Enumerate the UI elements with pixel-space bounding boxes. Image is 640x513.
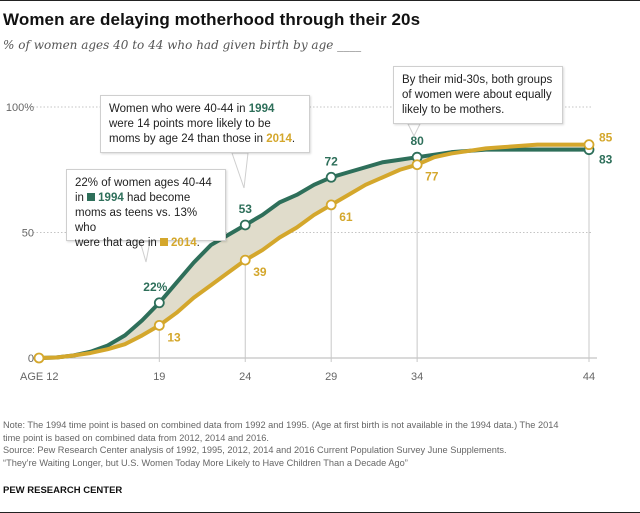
x-tick-label: 19 (153, 371, 165, 383)
callout-teens-line2: in 1994 had become (75, 191, 217, 206)
source-line: Source: Pew Research Center analysis of … (3, 445, 507, 456)
series-2014-point (153, 319, 165, 331)
highlight-points-layer (33, 139, 595, 364)
brand-logo-text: PEW RESEARCH CENTER (3, 485, 123, 496)
legend-square-1994-icon (87, 193, 96, 201)
callout-teens-line4: were that age in 2014. (75, 236, 217, 251)
series-1994-data-label: 53 (239, 202, 253, 216)
series-1994-data-label: 72 (325, 154, 339, 168)
callout-mid30s: By their mid-30s, both groups of women w… (393, 66, 563, 124)
gap-fill-area (39, 144, 589, 358)
series-lines-layer (37, 142, 591, 360)
year-1994-label: 1994 (98, 192, 124, 204)
year-2014-label: 2014 (171, 237, 197, 249)
y-tick-label: 50 (22, 228, 34, 240)
y-tick-label: 100% (6, 102, 34, 114)
x-tick-label: 24 (239, 371, 251, 383)
year-2014-label: 2014 (266, 133, 292, 145)
series-2014-data-label: 61 (339, 210, 353, 224)
x-tick-label: 34 (411, 371, 423, 383)
y-tick-label: 0 (28, 353, 34, 365)
callout-age24: Women who were 40-44 in 1994 were 14 poi… (100, 95, 310, 153)
series-1994-point (153, 297, 165, 309)
series-2014-point (239, 254, 251, 266)
series-1994-point (239, 219, 251, 231)
callout-mid30s-line2: of women were about equally (402, 89, 552, 101)
series-1994-point (325, 171, 337, 183)
text: . (291, 133, 296, 145)
series-2014-data-label: 13 (167, 330, 181, 344)
callout-age24-line1: Women who were 40-44 in 1994 (109, 102, 301, 117)
callout-age24-pointer (231, 152, 249, 189)
note-line2: time point is based on combined data fro… (3, 432, 269, 444)
series-2014-point (411, 159, 423, 171)
report-title: “They’re Waiting Longer, but U.S. Women … (3, 457, 408, 469)
callout-mid30s-line1: By their mid-30s, both groups (402, 74, 553, 86)
series-2014-point (33, 352, 45, 364)
gap-fill-layer (39, 144, 589, 358)
series-2014-data-label: 77 (425, 170, 439, 184)
text: in (75, 192, 88, 204)
line-chart: 0 50 100% AGE 12 19 24 29 34 44 22% 53 72 80 83 13 39 61… (6, 102, 613, 383)
text: were that age in (75, 237, 161, 249)
series-1994-data-label: 80 (410, 134, 424, 148)
x-tick-label: 44 (583, 371, 595, 383)
callout-mid30s-pointer (407, 123, 421, 138)
text: had become (123, 192, 191, 204)
x-tick-label: 29 (325, 371, 337, 383)
chart-title: Women are delaying motherhood through th… (3, 10, 421, 29)
year-1994-label: 1994 (248, 103, 275, 115)
callout-mid30s-line3: likely to be mothers. (402, 104, 505, 116)
callout-teens-line1: 22% of women ages 40-44 (75, 177, 212, 189)
text: . (196, 237, 200, 249)
series-2014-point (325, 199, 337, 211)
series-1994-data-label: 22% (143, 280, 167, 294)
text: moms by age 24 than those in (109, 133, 267, 145)
series-2014-data-label: 39 (253, 265, 267, 279)
series-2014-point (583, 139, 595, 151)
series-line-2014 (37, 142, 591, 360)
callout-age24-line3: moms by age 24 than those in 2014. (109, 132, 301, 147)
grid-layer (33, 106, 597, 362)
callout-teens-line3: moms as teens vs. 13% who (75, 207, 198, 234)
callout-teens: 22% of women ages 40-44 in 1994 had beco… (66, 169, 226, 249)
chart-subtitle: % of women ages 40 to 44 who had given b… (3, 38, 362, 52)
series-2014-data-label: 85 (599, 131, 613, 145)
labels-layer: 0 50 100% AGE 12 19 24 29 34 44 22% 53 72 80 83 13 39 61… (6, 102, 613, 383)
legend-square-2014-icon (160, 238, 169, 246)
series-line-1994 (37, 147, 591, 360)
series-1994-data-label: 83 (599, 153, 613, 167)
note-line1: Note: The 1994 time point is based on co… (3, 420, 559, 431)
text: Women who were 40-44 in (109, 103, 249, 115)
callout-age24-line2: were 14 points more likely to be (109, 118, 271, 130)
x-tick-label: AGE 12 (20, 371, 59, 383)
callout-teens-pointer (139, 240, 151, 263)
top-rule (0, 0, 640, 1)
footnotes: Note: The 1994 time point is based on co… (3, 420, 614, 470)
